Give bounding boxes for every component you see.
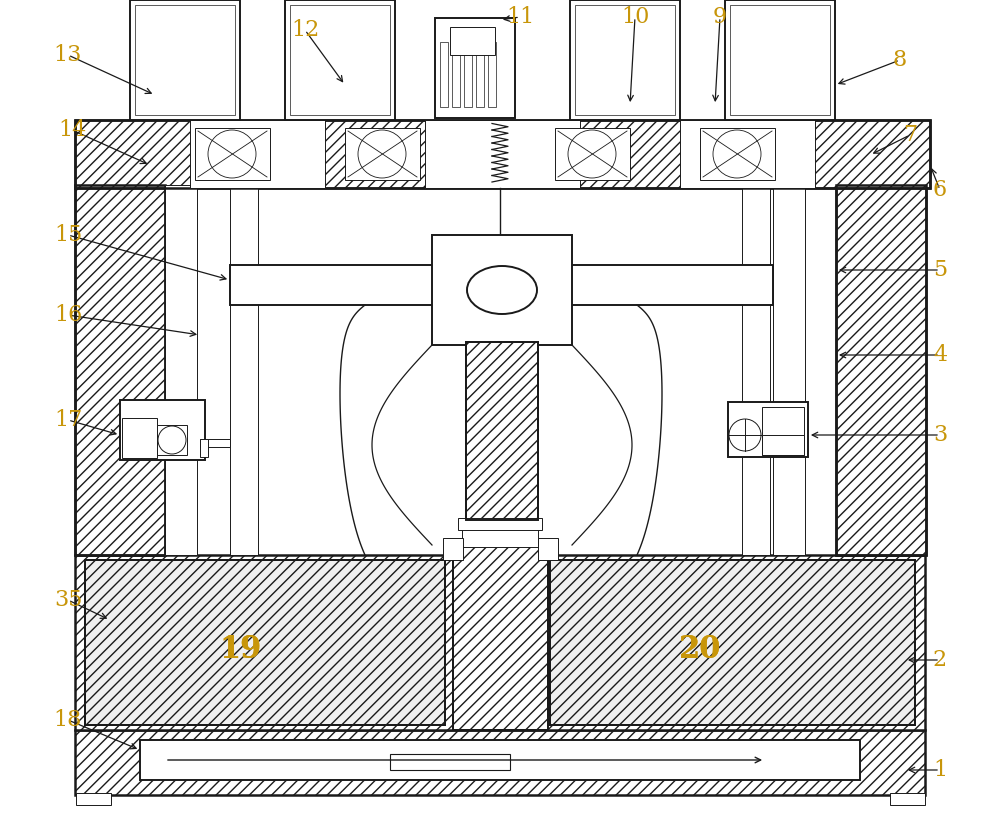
Text: 10: 10 <box>621 6 649 28</box>
Bar <box>890 793 925 805</box>
Text: 9: 9 <box>713 6 727 28</box>
Bar <box>157 425 187 455</box>
Bar <box>443 538 463 560</box>
Bar <box>730 5 830 115</box>
Bar <box>773 185 805 555</box>
Text: 15: 15 <box>54 224 82 246</box>
Bar <box>728 402 808 457</box>
Bar <box>390 754 510 770</box>
Bar <box>130 0 240 120</box>
Bar <box>75 730 925 795</box>
Bar <box>122 418 157 458</box>
Bar <box>458 518 542 530</box>
Bar <box>435 18 515 118</box>
Bar <box>200 439 230 447</box>
Bar <box>538 538 558 560</box>
Bar <box>550 560 915 725</box>
Bar <box>476 42 484 107</box>
Bar <box>452 42 460 107</box>
Bar <box>453 545 548 730</box>
Bar <box>466 342 538 520</box>
Bar <box>190 120 325 188</box>
Text: 13: 13 <box>54 44 82 66</box>
Bar <box>75 185 165 555</box>
Bar <box>762 435 804 455</box>
Text: 6: 6 <box>933 179 947 201</box>
Bar <box>680 120 815 188</box>
Bar <box>575 5 675 115</box>
Bar <box>285 0 395 120</box>
Bar <box>453 545 548 730</box>
Bar <box>466 342 538 520</box>
Bar <box>425 120 580 188</box>
Bar <box>762 407 804 455</box>
Bar <box>85 560 445 725</box>
Bar <box>75 185 165 555</box>
Text: 12: 12 <box>291 19 319 41</box>
Text: 35: 35 <box>54 589 82 611</box>
Text: 19: 19 <box>219 634 261 666</box>
Bar <box>75 120 930 188</box>
Text: 5: 5 <box>933 259 947 281</box>
Text: 2: 2 <box>933 649 947 671</box>
Text: 14: 14 <box>58 119 86 141</box>
Bar <box>742 185 770 555</box>
Bar <box>432 235 572 345</box>
Bar <box>120 400 205 460</box>
Text: 11: 11 <box>506 6 534 28</box>
Text: 19: 19 <box>219 634 261 666</box>
Bar <box>464 42 472 107</box>
Bar <box>200 439 208 457</box>
Bar <box>290 5 390 115</box>
Bar <box>555 128 630 180</box>
Bar <box>570 0 680 120</box>
Bar <box>725 0 835 120</box>
Text: 16: 16 <box>54 304 82 326</box>
Bar <box>140 740 860 780</box>
Bar <box>135 5 235 115</box>
Bar <box>550 560 915 725</box>
Bar <box>76 793 111 805</box>
Bar <box>85 560 445 725</box>
Bar <box>450 27 495 55</box>
Bar <box>440 42 448 107</box>
Bar <box>230 265 773 305</box>
Text: 17: 17 <box>54 409 82 431</box>
Text: 7: 7 <box>903 124 917 146</box>
Text: 20: 20 <box>679 634 721 666</box>
Text: 3: 3 <box>933 424 947 446</box>
Bar <box>462 529 538 547</box>
Text: 18: 18 <box>54 709 82 731</box>
Text: 20: 20 <box>679 634 721 666</box>
Bar <box>700 128 775 180</box>
Bar <box>195 128 270 180</box>
Bar <box>345 128 420 180</box>
Text: 8: 8 <box>893 49 907 71</box>
Bar <box>488 42 496 107</box>
Bar <box>75 120 930 188</box>
Bar <box>230 185 258 555</box>
Bar <box>165 185 197 555</box>
Bar <box>836 185 926 555</box>
Text: 1: 1 <box>933 759 947 781</box>
Text: 4: 4 <box>933 344 947 366</box>
Bar <box>836 185 926 555</box>
Bar <box>75 555 925 730</box>
